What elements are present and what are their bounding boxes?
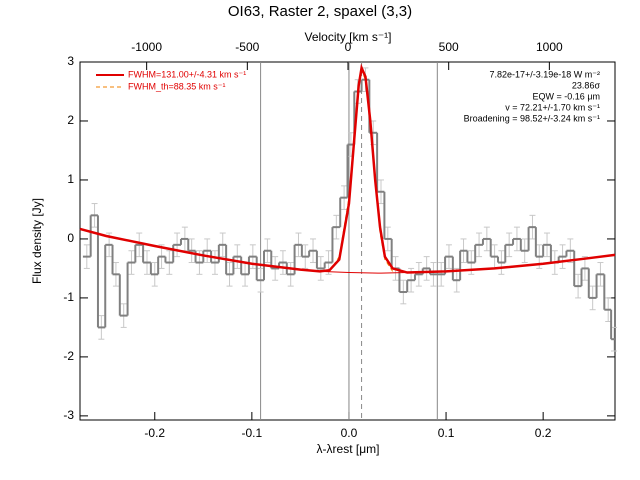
annotation: 23.86σ: [572, 80, 601, 90]
x2-axis-label: Velocity [km s⁻¹]: [304, 30, 391, 44]
x-tick-label: -0.1: [242, 426, 263, 440]
x-tick-label: 0.0: [341, 426, 358, 440]
annotation: v = 72.21+/-1.70 km s⁻¹: [505, 102, 600, 112]
y-tick-label: -1: [63, 290, 74, 304]
legend-label: FWHM=131.00+/-4.31 km s⁻¹: [128, 69, 246, 79]
x-axis-label: λ-λrest [μm]: [317, 442, 380, 456]
y-tick-label: 0: [67, 231, 74, 245]
x-tick-label: -0.2: [144, 426, 165, 440]
y-tick-label: -2: [63, 349, 74, 363]
legend-label: FWHM_th=88.35 km s⁻¹: [128, 81, 226, 91]
y-axis-label: Flux density [Jy]: [30, 198, 44, 284]
chart-title: OI63, Raster 2, spaxel (3,3): [228, 3, 412, 20]
fit-line: [79, 63, 616, 274]
continuum-line: [319, 270, 408, 274]
y-tick-label: 2: [67, 113, 74, 127]
plot-frame: [79, 61, 616, 421]
x-tick-label: 0.2: [535, 426, 552, 440]
x2-tick-label: -1000: [131, 40, 162, 54]
x-tick-label: 0.1: [438, 426, 455, 440]
y-tick-label: 1: [67, 172, 74, 186]
x2-tick-label: 500: [439, 40, 459, 54]
annotation: Broadening = 98.52+/-3.24 km s⁻¹: [464, 113, 600, 123]
y-tick-label: -3: [63, 408, 74, 422]
y-tick-label: 3: [67, 54, 74, 68]
annotation: EQW = -0.16 μm: [533, 91, 600, 101]
x2-tick-label: 0: [345, 40, 352, 54]
x2-tick-label: 1000: [536, 40, 563, 54]
x2-tick-label: -500: [235, 40, 259, 54]
annotation: 7.82e-17+/-3.19e-18 W m⁻²: [489, 69, 600, 79]
